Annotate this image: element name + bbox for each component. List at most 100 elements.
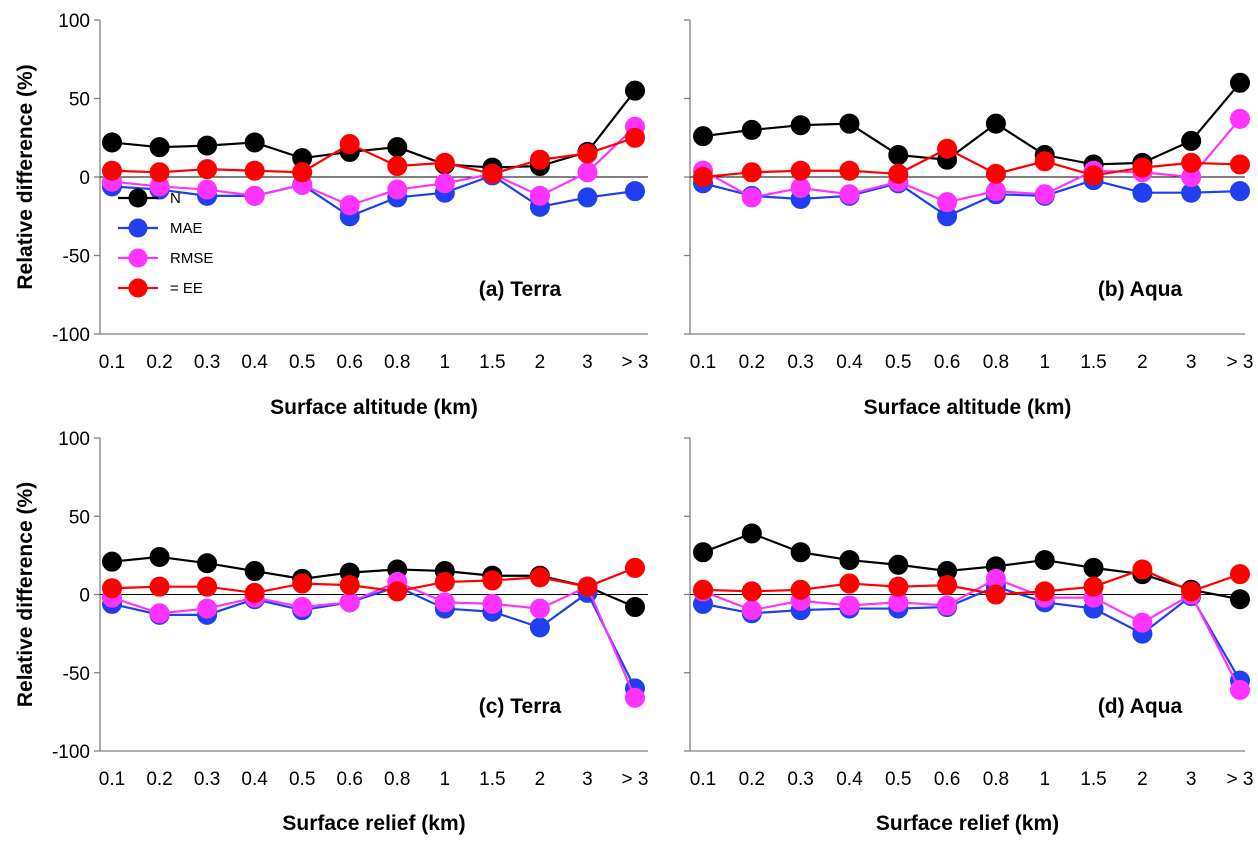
panel-1: -100 -50 0 50 100 0.1 0.2 0.3 0.4 0.5 0.6 0.8 1 1.5 2 3… — [14, 11, 648, 419]
data-point — [1034, 550, 1055, 571]
x-tick-label: > 3 — [622, 769, 649, 790]
x-tick-label: 1 — [1039, 352, 1050, 373]
y-tick-label: 50 — [69, 90, 90, 111]
x-tick-label: 0.2 — [739, 352, 765, 373]
data-point — [1132, 559, 1153, 580]
data-point — [197, 159, 218, 180]
panel-label: (d) Aqua — [1098, 695, 1183, 718]
data-point — [482, 570, 503, 591]
x-tick-label: 1.5 — [1080, 769, 1106, 790]
data-point — [790, 115, 811, 136]
legend-label: N — [170, 190, 181, 207]
data-point — [529, 185, 550, 206]
y-tick-label: -100 — [52, 325, 90, 346]
data-point — [339, 195, 360, 216]
series-n — [102, 80, 645, 178]
x-tick-label: 1 — [440, 352, 451, 373]
panel-2: 0.1 0.2 0.3 0.4 0.5 0.6 0.8 1 1.5 2 3 > 3 Surface al… — [684, 19, 1253, 419]
x-tick-label: 3 — [1186, 769, 1197, 790]
data-point — [577, 187, 598, 208]
data-point — [1083, 576, 1104, 597]
x-tick-label: > 3 — [1227, 769, 1254, 790]
data-point — [1083, 557, 1104, 578]
x-tick-label: 2 — [1137, 769, 1148, 790]
series-n — [693, 72, 1250, 175]
x-tick-label: 3 — [582, 352, 593, 373]
data-point — [693, 542, 713, 563]
x-tick-label: 0.1 — [99, 352, 125, 373]
x-tick-label: 3 — [582, 769, 593, 790]
x-tick-label: 0.3 — [194, 769, 220, 790]
panel-3: -100 -50 0 50 100 0.1 0.2 0.3 0.4 0.5 0.6 0.8 1 1.5 2 3… — [14, 429, 648, 835]
x-tick-label: 0.6 — [934, 769, 960, 790]
series-ee — [693, 559, 1250, 605]
y-tick-label: 100 — [58, 11, 90, 32]
y-axis-label: Relative difference (%) — [14, 64, 37, 289]
x-tick-label: 1.5 — [1080, 352, 1106, 373]
data-point — [839, 550, 860, 571]
data-point — [1230, 589, 1250, 610]
series-ee — [102, 127, 645, 184]
data-point — [839, 573, 860, 594]
data-point — [244, 582, 265, 603]
data-point — [387, 581, 408, 602]
data-point — [197, 135, 218, 156]
data-point — [197, 553, 218, 574]
x-tick-label: 0.5 — [289, 352, 315, 373]
series-ee — [693, 138, 1250, 187]
series-line — [702, 577, 1241, 691]
data-point — [741, 162, 762, 183]
legend-marker — [128, 218, 148, 238]
data-point — [625, 127, 645, 148]
data-point — [790, 542, 811, 563]
y-tick-label: -100 — [52, 742, 90, 763]
data-point — [1230, 108, 1250, 129]
x-tick-label: 0.4 — [836, 352, 863, 373]
series-line — [702, 178, 1241, 218]
x-tick-label: 0.6 — [934, 352, 960, 373]
data-point — [434, 592, 455, 613]
data-point — [937, 575, 958, 596]
series-rmse — [102, 116, 645, 216]
data-point — [985, 113, 1006, 134]
x-tick-label: 1 — [1039, 769, 1050, 790]
y-tick-label: 100 — [58, 429, 90, 450]
x-tick-label: 3 — [1186, 352, 1197, 373]
data-point — [434, 173, 455, 194]
x-tick-label: 0.1 — [690, 352, 716, 373]
data-point — [741, 523, 762, 544]
data-point — [888, 163, 909, 184]
legend-label: MAE — [170, 220, 203, 237]
x-tick-label: 0.8 — [384, 769, 410, 790]
x-tick-label: 0.4 — [241, 352, 268, 373]
data-point — [741, 600, 762, 621]
x-axis-label: Surface altitude (km) — [864, 396, 1072, 419]
panel-4: 0.1 0.2 0.3 0.4 0.5 0.6 0.8 1 1.5 2 3 > 3 Surface re… — [684, 437, 1254, 835]
data-point — [529, 598, 550, 619]
data-point — [839, 160, 860, 181]
x-tick-label: 0.3 — [787, 352, 813, 373]
data-point — [1132, 182, 1153, 203]
data-point — [244, 561, 265, 582]
data-point — [790, 579, 811, 600]
data-point — [1034, 184, 1055, 205]
legend-entry: = EE — [118, 278, 203, 298]
x-tick-label: 0.5 — [885, 769, 911, 790]
x-tick-label: 0.8 — [384, 352, 410, 373]
data-point — [693, 579, 713, 600]
panel-label: (a) Terra — [479, 278, 562, 301]
data-point — [1132, 157, 1153, 178]
x-tick-label: 0.6 — [337, 769, 363, 790]
data-point — [102, 578, 122, 599]
x-tick-label: 0.6 — [337, 352, 363, 373]
data-point — [1181, 581, 1202, 602]
data-point — [244, 185, 265, 206]
legend-marker — [128, 188, 148, 208]
legend: N MAE RMSE = EE — [118, 188, 213, 298]
legend-entry: N — [118, 188, 181, 208]
y-tick-label: 0 — [79, 168, 90, 189]
data-point — [937, 192, 958, 213]
data-point — [197, 179, 218, 200]
series-mae — [102, 576, 645, 699]
x-tick-label: 0.3 — [787, 769, 813, 790]
